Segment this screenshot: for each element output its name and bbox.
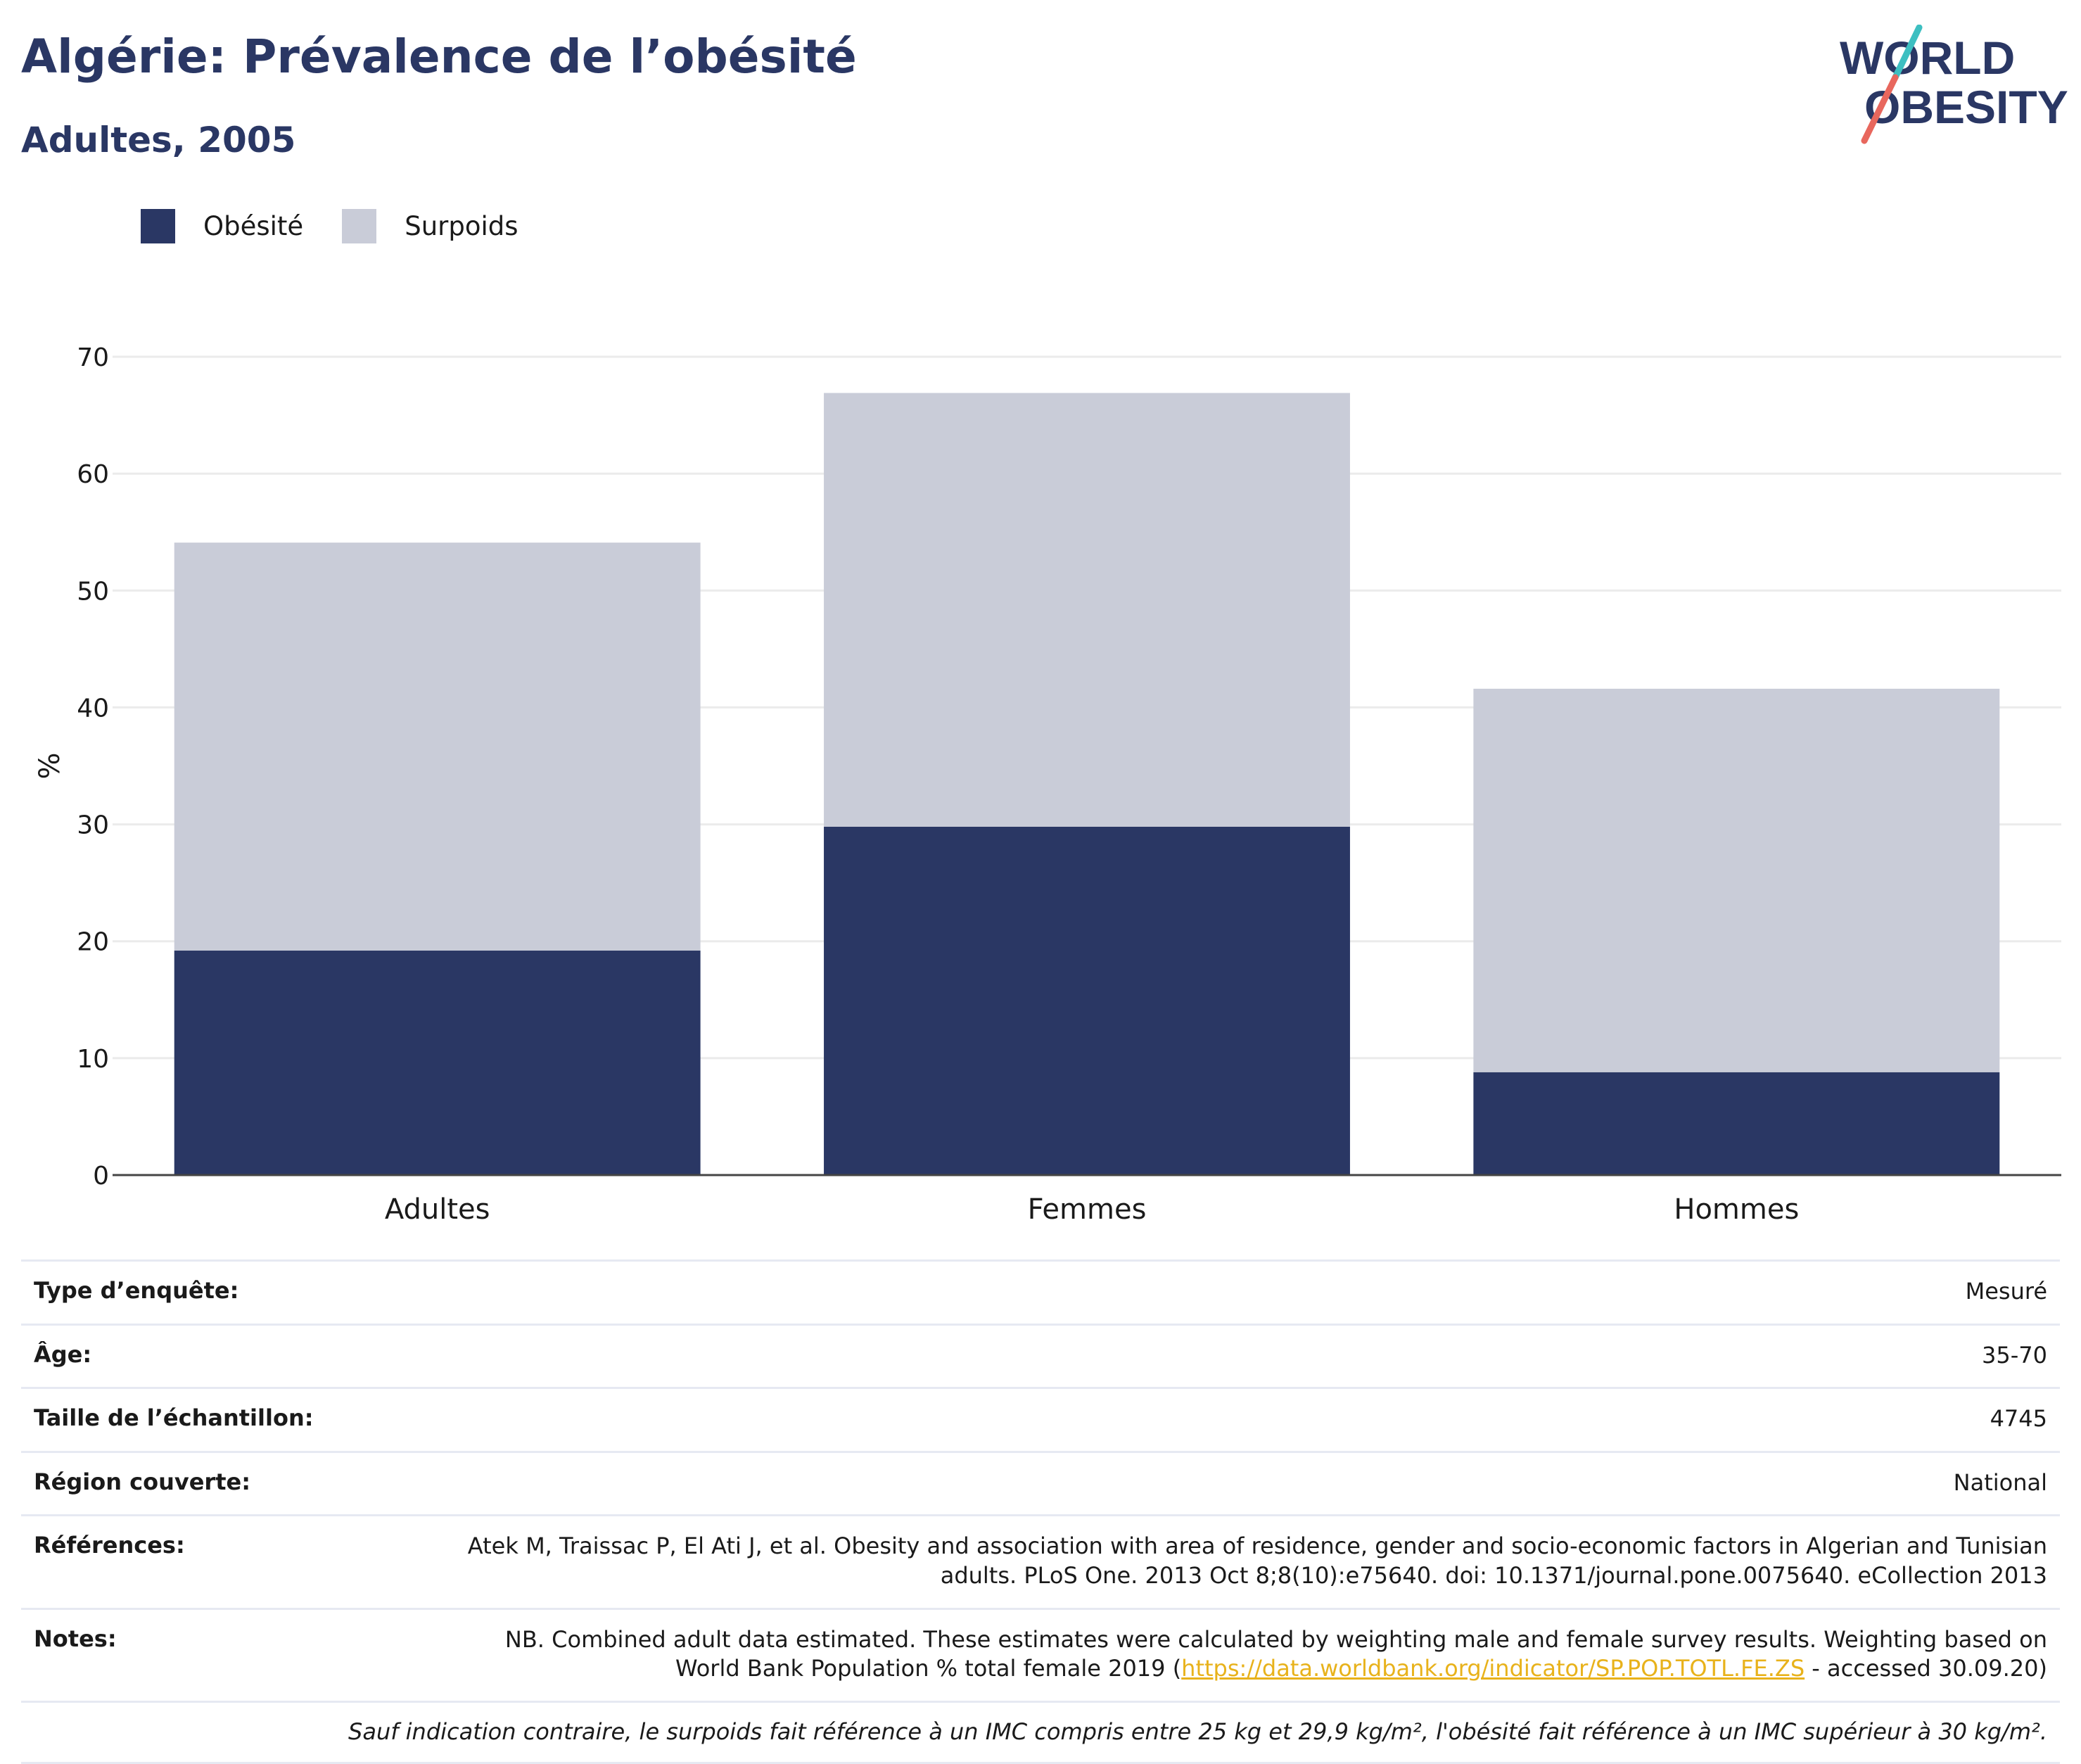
info-value: Atek M, Traissac P, El Ati J, et al. Obe…	[467, 1533, 2047, 1589]
x-tick-label: Hommes	[1674, 1193, 1799, 1226]
info-value: 35-70	[1982, 1341, 2047, 1369]
y-axis-label: %	[34, 752, 66, 779]
world-obesity-logo: WORLD OBESITY	[1840, 25, 2068, 144]
legend-swatch-surpoids	[342, 209, 377, 243]
info-label: Âge:	[34, 1340, 92, 1368]
info-row-notes: Notes: NB. Combined adult data estimated…	[21, 1607, 2060, 1701]
notes-text-before: NB. Combined adult data estimated. These…	[504, 1625, 2047, 1682]
survey-info-table: Type d’enquête: Mesuré Âge: 35-70 Taille…	[21, 1259, 2060, 1764]
y-tick-label: 20	[77, 928, 109, 957]
info-label: Région couverte:	[34, 1468, 250, 1495]
info-row-sample-size: Taille de l’échantillon: 4745	[21, 1387, 2060, 1451]
bar-obesite-femmes	[824, 826, 1350, 1175]
info-label: Références:	[34, 1532, 185, 1559]
y-tick-label: 30	[77, 811, 109, 840]
y-tick-label: 0	[93, 1162, 109, 1191]
bar-surpoids-femmes	[824, 393, 1350, 827]
legend-item-obesite[interactable]: Obésité	[141, 209, 303, 243]
info-label: Type d’enquête:	[34, 1277, 239, 1304]
info-label: Notes:	[34, 1625, 117, 1652]
info-value: NB. Combined adult data estimated. These…	[443, 1625, 2047, 1684]
info-row-survey-type: Type d’enquête: Mesuré	[21, 1259, 2060, 1324]
worldbank-link[interactable]: https://data.worldbank.org/indicator/SP.…	[1181, 1655, 1805, 1682]
logo-line-2: OBESITY	[1864, 81, 2068, 133]
logo-line-1: WORLD	[1840, 32, 2015, 84]
y-tick-label: 40	[77, 694, 109, 723]
bmi-footnote: Sauf indication contraire, le surpoids f…	[348, 1718, 2047, 1745]
info-row-references: Références: Atek M, Traissac P, El Ati J…	[21, 1514, 2060, 1607]
chart-legend: Obésité Surpoids	[141, 209, 557, 243]
legend-label-obesite: Obésité	[203, 211, 304, 241]
info-label: Taille de l’échantillon:	[34, 1404, 314, 1432]
bar-surpoids-hommes	[1473, 688, 2000, 1072]
legend-label-surpoids: Surpoids	[405, 211, 518, 241]
legend-item-surpoids[interactable]: Surpoids	[342, 209, 518, 243]
chart-title: Algérie: Prévalence de l’obésité	[21, 30, 857, 84]
bar-chart: 0 10 20 30 40 50 60 70% Adultes Femmes Hommes	[34, 343, 2061, 1226]
y-tick-label: 70	[77, 343, 109, 372]
notes-text-after: - accessed 30.09.20)	[1805, 1655, 2047, 1682]
info-row-region: Région couverte: National	[21, 1450, 2060, 1515]
y-tick-label: 50	[77, 577, 109, 606]
info-value: 4745	[1990, 1405, 2047, 1433]
y-tick-label: 60	[77, 460, 109, 489]
x-tick-label: Femmes	[1028, 1193, 1147, 1226]
chart-subtitle: Adultes, 2005	[21, 120, 296, 160]
bar-surpoids-adultes	[174, 542, 701, 951]
legend-swatch-obesite	[141, 209, 175, 243]
info-row-age: Âge: 35-70	[21, 1323, 2060, 1388]
info-value: National	[1953, 1468, 2047, 1496]
info-value: Mesuré	[1965, 1278, 2047, 1305]
bar-obesite-adultes	[174, 951, 701, 1175]
logo-slash-teal	[1892, 25, 1923, 81]
logo-slash-coral	[1861, 74, 1899, 144]
bar-obesite-hommes	[1473, 1072, 2000, 1175]
y-tick-label: 10	[77, 1045, 109, 1074]
x-tick-label: Adultes	[385, 1193, 490, 1226]
info-row-footnote: Sauf indication contraire, le surpoids f…	[21, 1700, 2060, 1764]
